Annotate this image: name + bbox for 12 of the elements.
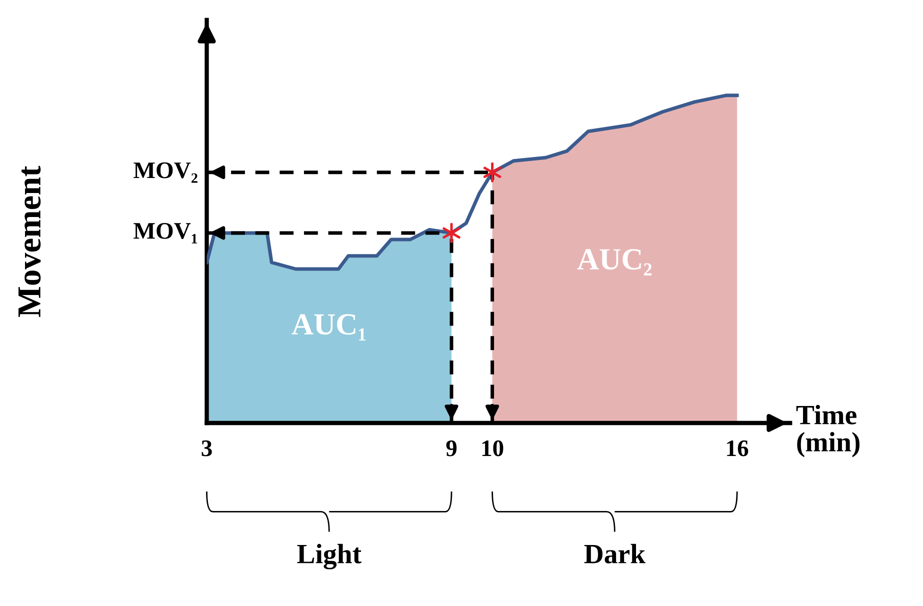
text: Dark: [584, 544, 646, 564]
x-axis-title: Time (min): [796, 404, 860, 458]
x-tick-label: 9: [446, 440, 457, 456]
series-label: AUC₂: [577, 249, 652, 276]
series-label: AUC₁: [292, 314, 366, 340]
x-tick-label: 3: [202, 440, 212, 456]
text: Light: [297, 544, 362, 570]
ref-line-label: MOV₂: [134, 162, 198, 183]
y-axis-title: Movement: [18, 166, 41, 317]
ref-line-label: MOV₁: [134, 223, 198, 244]
x-tick-label: 10: [482, 440, 504, 456]
x-tick-label: 16: [727, 440, 748, 456]
